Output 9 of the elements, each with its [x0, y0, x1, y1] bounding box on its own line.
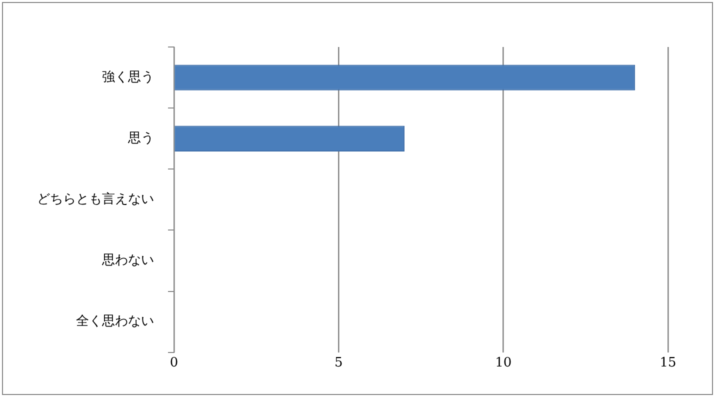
y-tick-label: どちらとも言えない [37, 191, 154, 208]
x-tick-label: 0 [170, 356, 178, 371]
x-tick-label: 15 [660, 356, 676, 371]
y-tick-label: 全く思わない [76, 314, 154, 330]
y-tick-label: 思う [127, 130, 154, 146]
x-tick-label: 5 [334, 356, 343, 371]
x-tick-label: 10 [495, 356, 512, 371]
y-tick-label: 強く思う [102, 70, 154, 85]
y-tick-label: 思わない [101, 253, 154, 268]
